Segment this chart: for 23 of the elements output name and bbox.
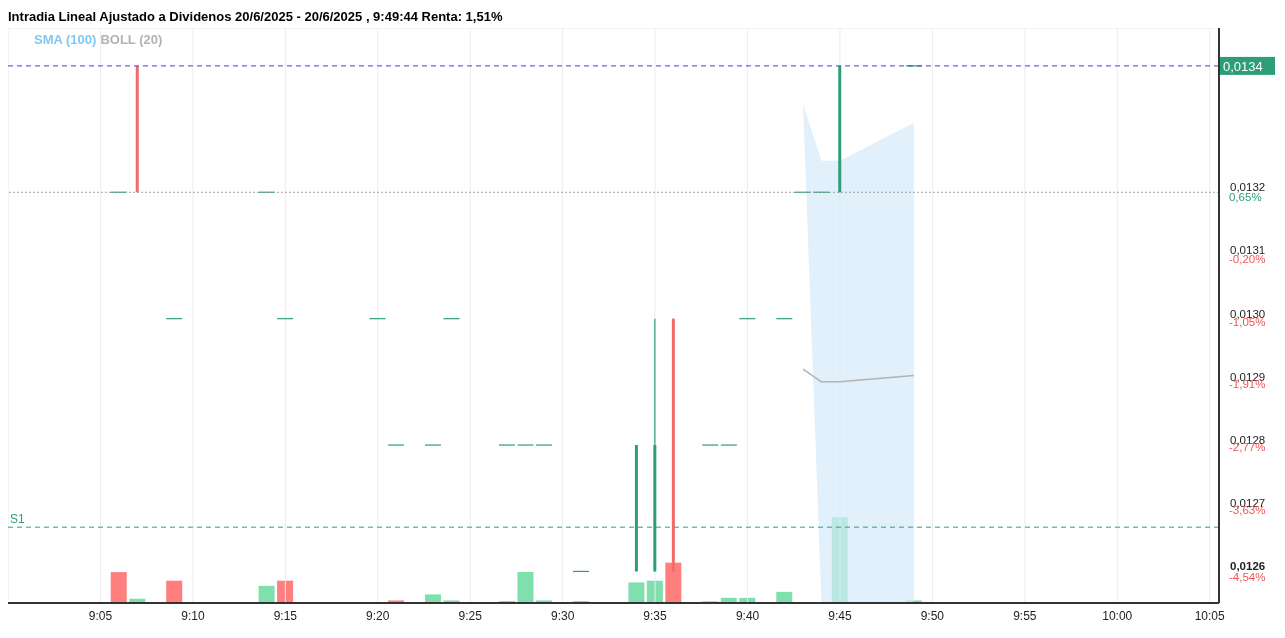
chart-title: Intradia Lineal Ajustado a Dividenos 20/6/2025 - 20/6/2025 , 9:49:44 Renta: 1,51% (8, 8, 504, 26)
x-tick-label: 9:15 (273, 608, 298, 623)
x-tick-label: 9:20 (366, 608, 390, 623)
y-tick-label: 0,0126 (1230, 560, 1266, 573)
x-tick-label: 9:30 (550, 608, 575, 623)
x-tick-label: 9:10 (181, 608, 205, 623)
y-tick-label: 0,0130 (1230, 307, 1266, 320)
x-tick-label: 9:45 (828, 608, 852, 623)
y2-tick-label: 0,65% (1229, 191, 1262, 204)
y-tick-label: 0,0132 (1230, 181, 1266, 194)
x-tick-label: 9:05 (88, 608, 113, 623)
x-tick-label: 9:40 (735, 608, 760, 623)
annotation: SMA (100) (34, 32, 97, 47)
text: BOLL (20) (100, 32, 163, 47)
x-tick-label: 9:55 (1013, 608, 1037, 623)
x-tick-label: 9:35 (643, 608, 668, 623)
ref-line-label: 0,0134 (1223, 58, 1263, 74)
y-tick-label: 0,0131 (1230, 244, 1266, 257)
x-tick-label: 10:00 (1102, 608, 1133, 623)
x-tick-label: 9:25 (458, 608, 483, 623)
ref-line-label: S1 (10, 512, 25, 527)
x-tick-label: 10:05 (1194, 608, 1226, 623)
x-tick-label: 9:50 (920, 608, 945, 623)
